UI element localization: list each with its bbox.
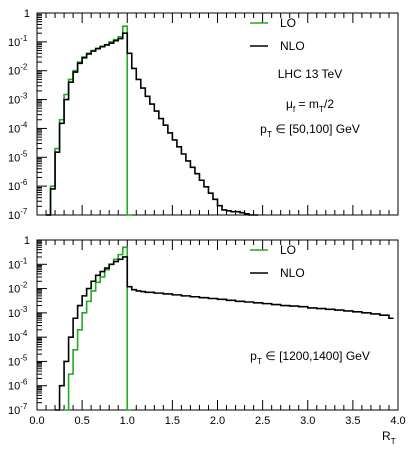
y-tick-label: 10-6 xyxy=(8,378,28,393)
x-tick-label: 2.5 xyxy=(255,415,270,427)
panel-1: 1 10-1 10-2 10-3 10-4 10-5 10-6 10-7 LO NLO LHC 13… xyxy=(8,8,399,222)
legend-label: NLO xyxy=(280,39,305,53)
legend-label: NLO xyxy=(280,266,305,280)
x-axis-label: RT​ xyxy=(382,429,396,446)
y-tick-label: 10-4 xyxy=(8,329,28,344)
x-tick-label: 1.5 xyxy=(165,415,180,427)
x-tick-label: 1.0 xyxy=(120,415,135,427)
y-tick-label: 10-6 xyxy=(8,178,28,193)
y-tick-label: 10-3 xyxy=(8,305,28,320)
plot-frame xyxy=(36,12,399,216)
annotation: μf​ = mT​/2 xyxy=(286,97,334,114)
annotation: pT​ ∈ [50,100] GeV xyxy=(260,122,360,139)
legend-label: LO xyxy=(280,16,296,30)
x-tick-label: 4.0 xyxy=(390,415,405,427)
y-tick-label: 1 xyxy=(24,8,30,20)
y-tick-label: 10-7 xyxy=(8,207,28,222)
series-lo-line xyxy=(64,246,132,411)
series-nlo-line xyxy=(46,32,259,216)
y-tick-label: 10-1 xyxy=(8,34,28,49)
y-tick-label: 10-1 xyxy=(8,256,28,271)
y-tick-label: 10-5 xyxy=(8,353,28,368)
annotation: LHC 13 TeV xyxy=(278,67,342,81)
plot-frame xyxy=(36,239,399,411)
x-tick-label: 0.0 xyxy=(29,415,44,427)
y-tick-label: 10-4 xyxy=(8,120,28,135)
x-tick-label: 0.5 xyxy=(74,415,89,427)
y-tick-label: 10-2 xyxy=(8,63,28,78)
y-tick-label: 10-2 xyxy=(8,281,28,296)
y-tick-label: 10-5 xyxy=(8,149,28,164)
x-tick-label: 3.5 xyxy=(345,415,360,427)
annotation: pT​ ∈ [1200,1400] GeV xyxy=(250,349,370,366)
legend-label: LO xyxy=(280,243,296,257)
y-tick-label: 1 xyxy=(24,235,30,247)
x-tick-label: 3.0 xyxy=(300,415,315,427)
series-nlo-line xyxy=(55,256,394,411)
panel-2: 1 10-1 10-2 10-3 10-4 10-5 10-6 10-70.0 0.5 1.0 1.… xyxy=(8,235,406,446)
y-tick-label: 10-7 xyxy=(8,402,28,417)
y-tick-label: 10-3 xyxy=(8,92,28,107)
x-tick-label: 2.0 xyxy=(210,415,225,427)
